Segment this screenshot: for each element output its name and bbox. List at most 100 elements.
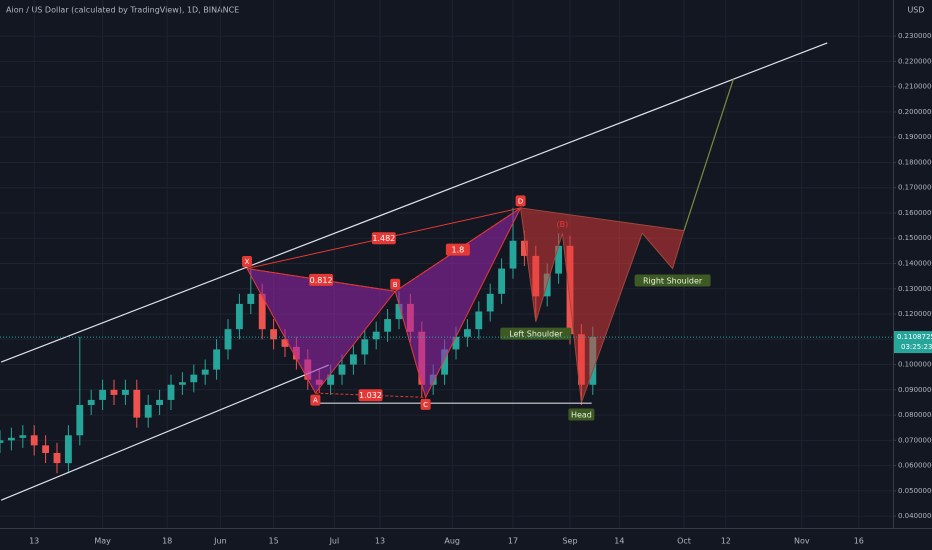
- candle-body: [99, 389, 107, 400]
- candle-body: [121, 389, 129, 395]
- candle-body: [19, 435, 27, 438]
- candle-body: [30, 435, 38, 446]
- x-tick-label: Aug: [444, 537, 460, 546]
- candle-body: [372, 331, 380, 340]
- point-label: X: [245, 258, 250, 266]
- projection-line: [683, 78, 734, 231]
- y-tick-label: 0.18000000: [898, 158, 932, 166]
- ratio-label: 1.8: [452, 246, 465, 255]
- trendline: [0, 42, 828, 363]
- candle-body: [338, 364, 346, 375]
- x-tick-label: 18: [162, 537, 172, 546]
- hs-label-box: [500, 327, 572, 340]
- point-label: C: [423, 401, 428, 409]
- candle-body: [167, 384, 175, 400]
- x-tick-label: 17: [508, 537, 518, 546]
- ratio-box: [371, 232, 396, 245]
- y-tick-label: 0.21000000: [898, 83, 932, 91]
- candle-body: [247, 293, 255, 304]
- point-label: A: [313, 397, 318, 405]
- y-tick-label: 0.14000000: [898, 259, 932, 267]
- point-box: [420, 398, 431, 410]
- candle-body: [64, 435, 72, 464]
- candle-body: [258, 293, 266, 330]
- point-box: [390, 278, 401, 290]
- x-tick-label: Oct: [677, 537, 691, 546]
- y-tick-label: 0.05000000: [898, 487, 932, 495]
- candle-body: [190, 374, 198, 383]
- candle-body: [144, 404, 152, 418]
- candle-body: [361, 339, 369, 355]
- ratio-box: [445, 243, 470, 256]
- candle-body: [475, 311, 483, 330]
- candle-body: [0, 440, 4, 443]
- point-box: [310, 394, 321, 406]
- candle-body: [270, 329, 278, 340]
- hs-label-box: [634, 274, 711, 287]
- point-label: D: [518, 197, 523, 205]
- last-price-label: 0.11087255: [897, 333, 932, 341]
- chart-title: Aion / US Dollar (calculated by TradingV…: [6, 6, 239, 15]
- x-tick-label: Jul: [329, 537, 340, 546]
- x-tick-label: 13: [29, 537, 39, 546]
- candle-body: [42, 445, 50, 453]
- y-tick-label: 0.09000000: [898, 386, 932, 394]
- ratio-box: [358, 389, 383, 402]
- candle-body: [395, 303, 403, 320]
- x-tick-label: May: [94, 537, 111, 546]
- ratio-label: 0.812: [310, 276, 333, 285]
- y-tick-label: 0.20000000: [898, 108, 932, 116]
- y-tick-label: 0.04000000: [898, 512, 932, 520]
- x-tick-label: 12: [721, 537, 731, 546]
- candle-body: [349, 354, 357, 365]
- candle-body: [76, 404, 84, 436]
- y-tick-label: 0.06000000: [898, 462, 932, 470]
- y-tick-label: 0.17000000: [898, 184, 932, 192]
- y-tick-label: 0.19000000: [898, 133, 932, 141]
- candle-body: [327, 374, 335, 385]
- candle-body: [441, 349, 449, 375]
- candle-body: [520, 240, 528, 256]
- candle-body: [384, 319, 392, 332]
- last-price-box: [894, 331, 932, 354]
- candle-body: [53, 452, 61, 464]
- y-tick-label: 0.16000000: [898, 209, 932, 217]
- y-tick-label: 0.07000000: [898, 436, 932, 444]
- candle-body: [555, 245, 563, 274]
- candle-body: [486, 293, 494, 312]
- y-tick-label: 0.15000000: [898, 234, 932, 242]
- x-tick-label: 15: [269, 537, 279, 546]
- candle-body: [463, 329, 471, 337]
- head-shoulders-area: [520, 207, 685, 403]
- currency-label: USD: [907, 6, 924, 15]
- y-tick-label: 0.23000000: [898, 32, 932, 40]
- trendline: [0, 364, 329, 501]
- candle-body: [7, 437, 15, 441]
- candle-body: [87, 399, 95, 405]
- candle-body: [498, 268, 506, 294]
- x-tick-label: 16: [854, 537, 864, 546]
- candle-body: [224, 329, 232, 350]
- hs-label: (B): [557, 220, 569, 229]
- x-tick-label: Nov: [794, 537, 810, 546]
- y-tick-label: 0.10000000: [898, 361, 932, 369]
- x-tick-label: Jun: [213, 537, 227, 546]
- hs-label-box: [568, 408, 595, 421]
- countdown-label: 03:25:23: [901, 343, 932, 351]
- x-tick-label: 13: [375, 537, 385, 546]
- x-tick-label: 14: [614, 537, 624, 546]
- candle-body: [201, 369, 209, 375]
- point-box: [242, 256, 252, 268]
- y-tick-label: 0.13000000: [898, 285, 932, 293]
- point-box: [515, 195, 526, 207]
- y-tick-label: 0.12000000: [898, 310, 932, 318]
- candle-body: [156, 399, 164, 405]
- ratio-label: 1.482: [372, 234, 395, 243]
- candle-body: [178, 382, 186, 385]
- candle-body: [110, 389, 118, 395]
- y-tick-label: 0.22000000: [898, 57, 932, 65]
- candle-body: [235, 303, 243, 330]
- ratio-label: 1.032: [359, 391, 382, 400]
